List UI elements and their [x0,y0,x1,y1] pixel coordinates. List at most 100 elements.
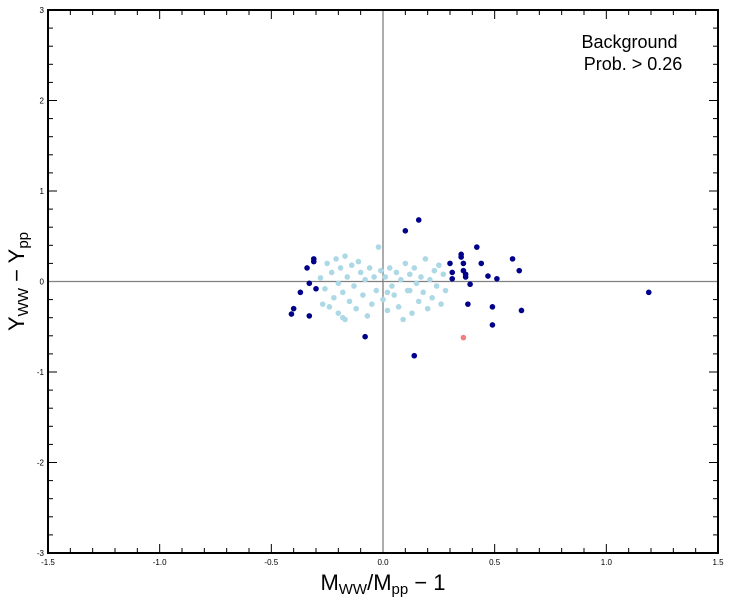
data-point [518,307,525,314]
x-tick-label: -1.5 [41,558,55,567]
data-point [411,265,418,271]
data-point [357,269,364,276]
x-tick-label: -0.5 [264,558,278,567]
data-point [384,289,391,296]
data-point [415,217,422,223]
data-point [360,292,366,298]
annotation-line-1: Background [581,32,677,52]
data-point [489,304,496,310]
data-point [427,276,433,283]
data-point [489,322,496,328]
data-point [429,294,435,301]
data-point [375,244,382,250]
data-point [369,301,375,307]
data-point [433,283,440,289]
data-point [442,287,449,294]
data-point [393,269,400,276]
data-point [340,289,346,296]
data-point [438,301,444,307]
data-point [346,298,353,305]
data-point [485,273,491,279]
data-point [362,333,368,340]
data-point [382,274,389,280]
x-tick-label: 0.0 [377,558,389,567]
data-point [377,267,384,274]
data-point [436,262,442,269]
data-point [348,262,355,269]
data-point [355,258,362,265]
data-point [413,280,420,287]
data-point [328,269,335,276]
x-axis-label: MWW/Mpp − 1 [320,570,445,598]
data-point [422,256,429,262]
data-point [335,310,342,316]
data-point [342,253,348,259]
data-point [462,274,469,280]
tick-labels: -1.5 -1.0 -0.5 0.0 0.5 1.0 1.5 -3 -2 -1 0 1 2 3 [37,6,724,567]
data-point [494,275,500,282]
data-point [402,228,409,234]
data-point [402,260,409,267]
data-point [449,275,456,282]
y-tick-label: -3 [37,549,45,558]
data-point [322,285,328,292]
x-tick-label: 0.5 [489,558,501,567]
data-point [384,307,391,314]
data-point [467,281,473,288]
data-point [400,316,406,323]
data-point [431,267,438,274]
data-point [297,289,304,296]
data-point [389,283,395,289]
data-point [304,265,310,271]
data-point [288,311,295,317]
data-point [478,260,485,267]
data-point [424,305,431,312]
data-point [440,271,447,278]
y-tick-label: 1 [40,187,45,196]
data-point [306,280,313,287]
data-point [411,352,418,359]
y-tick-label: 2 [40,97,45,106]
y-tick-label: -1 [37,368,45,377]
data-point [447,260,453,267]
data-point [313,285,319,292]
data-point [344,274,351,280]
data-point [509,256,516,262]
data-point [371,274,377,280]
data-point [331,294,337,301]
data-point [373,287,380,294]
data-point [326,304,333,310]
data-point [310,258,317,265]
data-point [366,265,373,271]
data-point [306,313,313,319]
data-point [465,301,471,307]
data-points [288,217,652,359]
data-point [290,305,297,312]
data-point [395,304,402,310]
data-point [415,298,422,305]
data-point [407,287,413,294]
plot-frame [47,9,719,554]
x-tick-label: 1.0 [601,558,613,567]
data-point [337,265,344,271]
data-point [398,276,404,283]
data-point [333,256,339,262]
y-tick-label: -2 [37,459,45,468]
data-point [418,274,424,280]
data-point [353,305,360,312]
x-tick-label: -1.0 [153,558,167,567]
data-point [458,254,464,260]
y-tick-label: 3 [40,6,45,15]
data-point [319,301,326,307]
data-point [409,310,415,316]
annotation: Background Prob. > 0.26 [581,32,682,74]
annotation-line-2: Prob. > 0.26 [584,54,683,74]
y-tick-label: 0 [40,278,45,287]
data-point [449,269,456,276]
data-point [380,296,386,303]
data-point [362,276,368,283]
reference-lines [48,10,718,553]
x-tick-label: 1.5 [712,558,724,567]
data-point [474,244,480,250]
